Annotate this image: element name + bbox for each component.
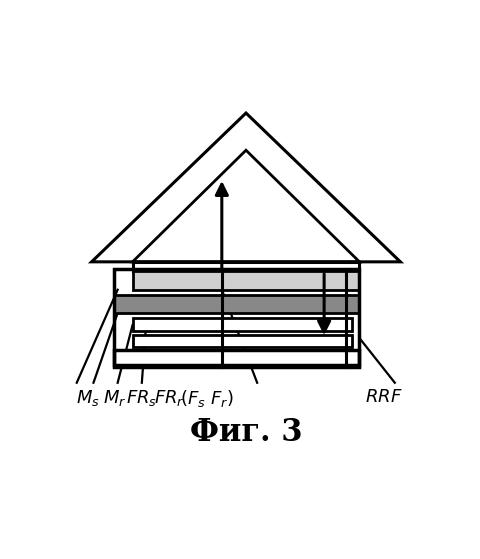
Bar bbox=[132, 271, 360, 290]
Bar bbox=[114, 268, 360, 367]
Text: $FR_s$: $FR_s$ bbox=[125, 389, 156, 408]
Text: $M_s$: $M_s$ bbox=[76, 389, 100, 408]
Bar bbox=[132, 318, 352, 331]
Bar bbox=[114, 295, 360, 313]
Text: $M_r$: $M_r$ bbox=[103, 389, 127, 408]
Text: Фиг. 3: Фиг. 3 bbox=[190, 418, 302, 448]
Bar bbox=[132, 335, 352, 347]
Bar bbox=[132, 262, 360, 271]
Text: $(F_s$ $F_r)$: $(F_s$ $F_r)$ bbox=[180, 389, 234, 409]
Bar bbox=[114, 350, 360, 365]
Text: $FR_r$: $FR_r$ bbox=[155, 389, 185, 408]
Text: $RRF$: $RRF$ bbox=[365, 389, 402, 406]
